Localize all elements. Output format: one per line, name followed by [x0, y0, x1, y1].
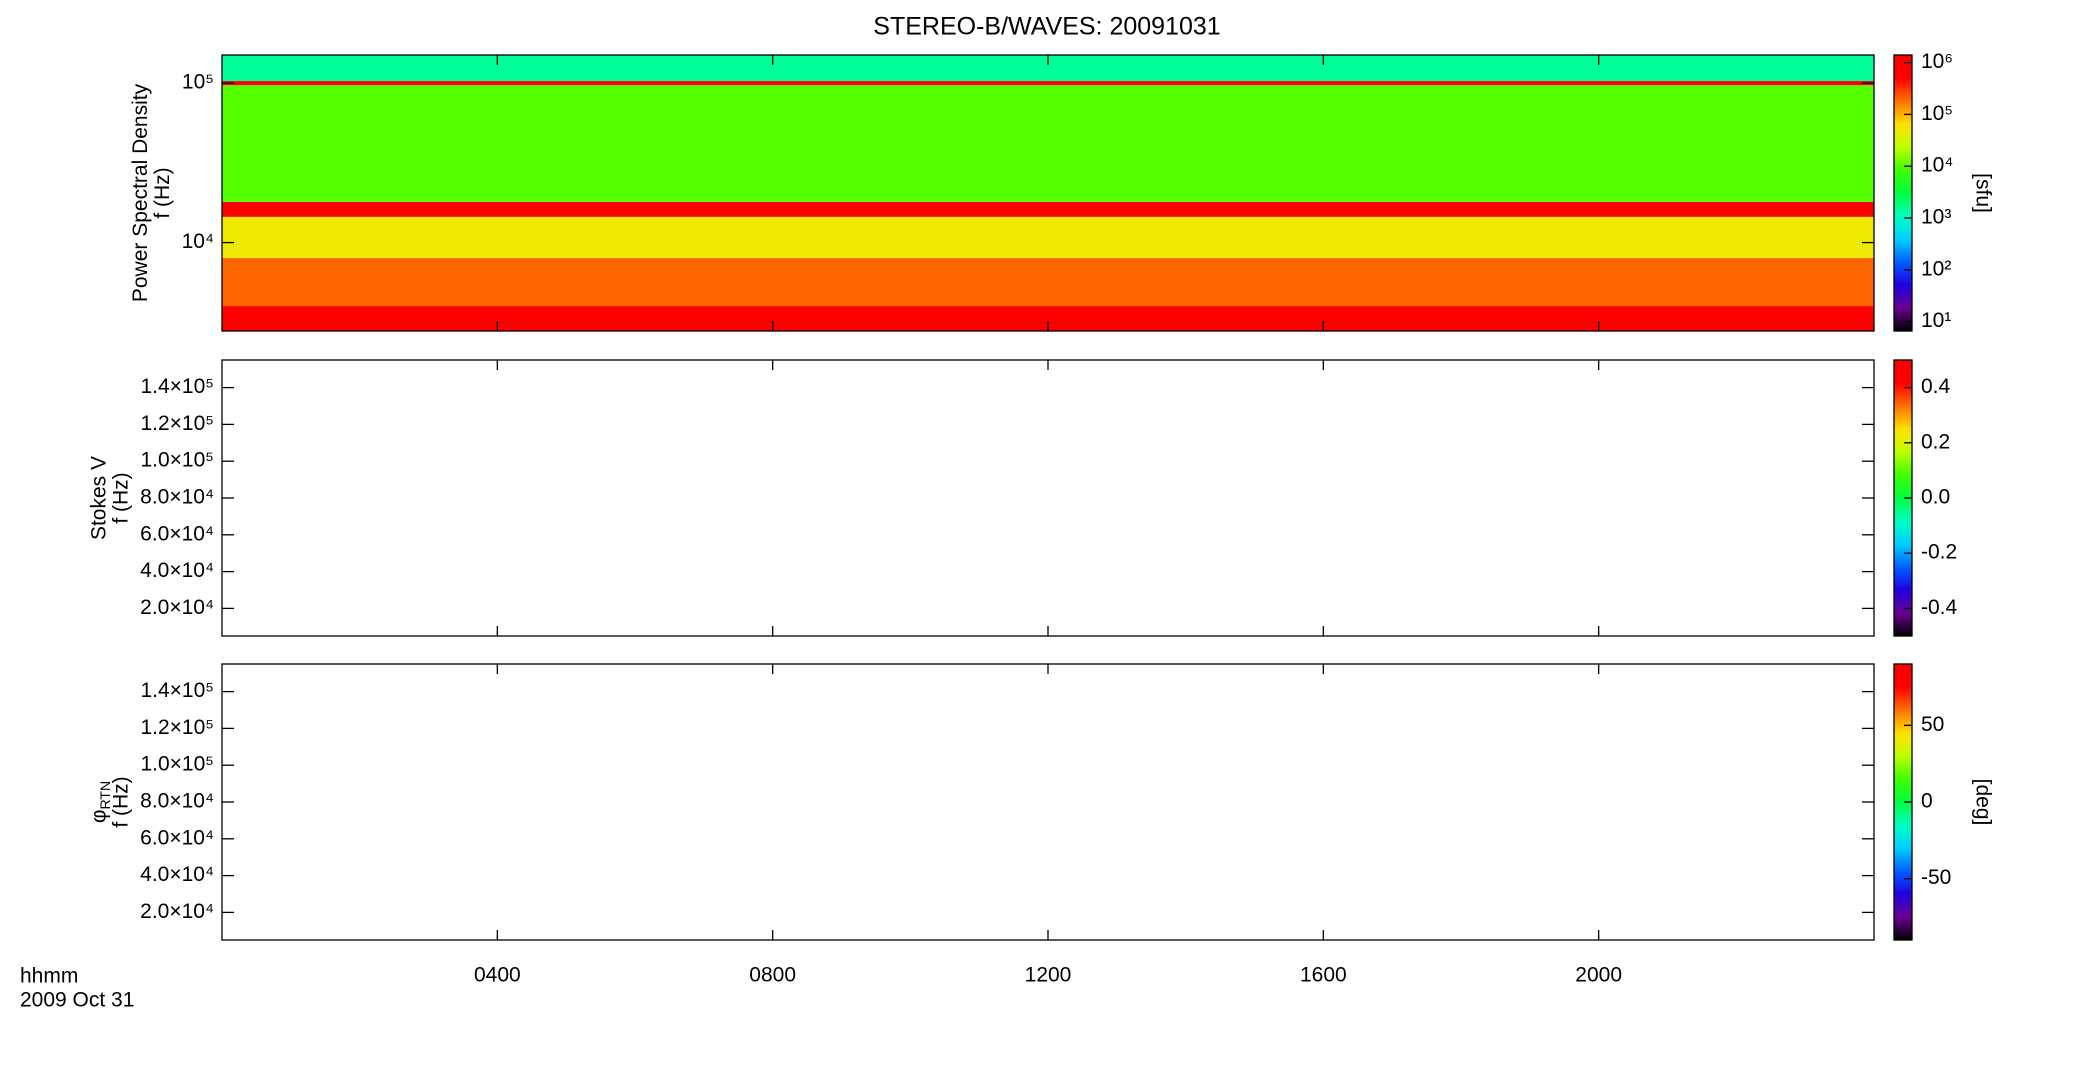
- colorbar-tick-label: 0.2: [1921, 430, 1950, 453]
- x-tick-label: 0400: [474, 964, 521, 987]
- x-tick-label: 0800: [749, 964, 796, 987]
- x-tick-label: 1200: [1025, 964, 1072, 987]
- colorbar-tick-label: -0.4: [1921, 596, 1958, 619]
- colorbar-tick-label: 10³: [1921, 206, 1951, 229]
- y-tick-label: 2.0×10⁴: [140, 900, 214, 923]
- y-tick-label: 10⁵: [182, 71, 214, 94]
- colorbar-label: [sfu]: [1971, 173, 1994, 213]
- panel-frame: [221, 663, 1875, 941]
- colorbar-tick-label: -0.2: [1921, 541, 1957, 564]
- colorbar-tick-label: -50: [1921, 866, 1951, 889]
- colorbar-tick-label: 10¹: [1921, 309, 1951, 332]
- colorbar-tick-label: 10⁵: [1921, 102, 1953, 125]
- x-tick-label: 2000: [1575, 964, 1622, 987]
- colorbar-tick-label: 10²: [1921, 257, 1951, 280]
- y-tick-label: 4.0×10⁴: [140, 863, 214, 886]
- y-axis-label: f (Hz): [110, 472, 133, 523]
- y-tick-label: 4.0×10⁴: [140, 559, 214, 582]
- y-axis-label: Stokes V: [88, 456, 111, 540]
- colorbar-tick-label: 0.0: [1921, 486, 1950, 509]
- colorbar-tick-label: 0: [1921, 790, 1933, 813]
- colorbar: [1893, 54, 1913, 332]
- x-axis-date: 2009 Oct 31: [20, 989, 134, 1012]
- y-tick-label: 1.0×10⁵: [140, 449, 214, 472]
- y-axis-label: f (Hz): [151, 167, 174, 218]
- colorbar-tick-label: 50: [1921, 713, 1944, 736]
- y-tick-label: 1.4×10⁵: [140, 375, 214, 398]
- spectrogram-band: [222, 81, 1874, 86]
- spectrogram-band: [222, 258, 1874, 307]
- y-tick-label: 10⁴: [182, 230, 214, 253]
- y-axis-label-subscript: RTN: [97, 781, 113, 810]
- figure-title: STEREO-B/WAVES: 20091031: [873, 13, 1220, 41]
- spectrogram-band: [222, 216, 1874, 259]
- y-tick-label: 8.0×10⁴: [140, 486, 214, 509]
- y-axis-label: Power Spectral Density: [129, 83, 152, 302]
- panel-frame: [221, 359, 1875, 637]
- y-tick-label: 1.0×10⁵: [140, 753, 214, 776]
- y-tick-label: 1.2×10⁵: [140, 716, 214, 739]
- y-tick-label: 2.0×10⁴: [140, 596, 214, 619]
- spectrogram-band: [222, 201, 1874, 217]
- y-tick-label: 6.0×10⁴: [140, 826, 214, 849]
- x-tick-label: 1600: [1300, 964, 1347, 987]
- colorbar-tick-label: 10⁶: [1921, 50, 1953, 73]
- colorbar-label: [deg]: [1971, 779, 1994, 826]
- y-tick-label: 6.0×10⁴: [140, 522, 214, 545]
- spectrogram-band: [222, 85, 1874, 202]
- y-tick-label: 1.2×10⁵: [140, 412, 214, 435]
- colorbar-tick-label: 0.4: [1921, 375, 1951, 398]
- colorbar-tick-label: 10⁴: [1921, 154, 1953, 177]
- y-tick-label: 1.4×10⁵: [140, 679, 214, 702]
- y-axis-label: f (Hz): [110, 776, 133, 827]
- y-tick-label: 8.0×10⁴: [140, 790, 214, 813]
- x-axis-label: hhmm: [20, 965, 78, 988]
